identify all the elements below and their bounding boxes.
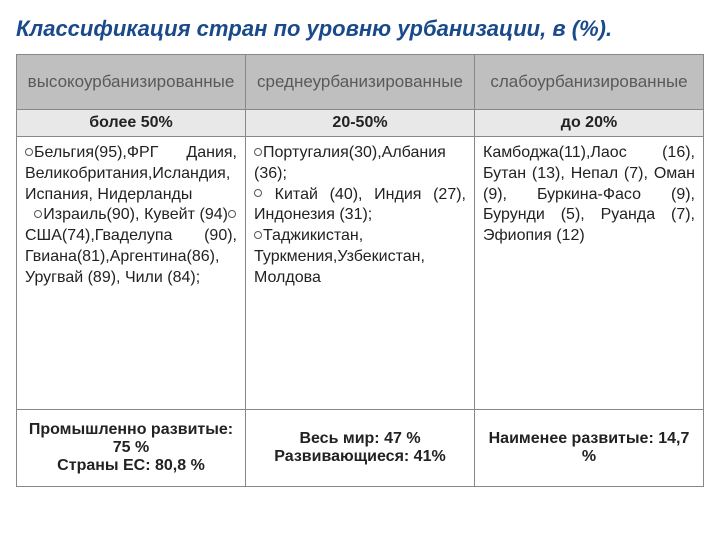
footer-text: Весь мир: 47 % <box>299 430 420 447</box>
footer-high: Промышленно развитые: 75 % Страны ЕС: 80… <box>17 410 246 487</box>
urbanization-table: высокоурбанизированные среднеурбанизиров… <box>16 54 704 487</box>
footer-text: Промышленно развитые: 75 % <box>29 421 233 456</box>
bullet-icon <box>25 148 33 156</box>
footer-text: Наименее развитые: 14,7 % <box>489 430 690 465</box>
bullet-icon <box>228 210 236 218</box>
cell-text: Бельгия(95),ФРГ Дания, Великобритания,Ис… <box>25 144 237 203</box>
page-title: Классификация стран по уровню урбанизаци… <box>16 16 704 42</box>
col-sub-high: более 50% <box>17 110 246 137</box>
cell-text: Португалия(30),Албания (36); <box>254 144 446 182</box>
cell-text: Камбоджа(11),Лаос (16), Бутан (13), Непа… <box>483 144 695 244</box>
col-sub-medium: 20-50% <box>246 110 475 137</box>
cell-text: Таджикистан, Туркмения,Узбекистан, Молдо… <box>254 227 425 286</box>
footer-row: Промышленно развитые: 75 % Страны ЕС: 80… <box>17 410 704 487</box>
cell-text: Израиль(90), Кувейт (94) <box>43 206 228 223</box>
bullet-icon <box>34 210 42 218</box>
body-row: Бельгия(95),ФРГ Дания, Великобритания,Ис… <box>17 137 704 410</box>
header-row: высокоурбанизированные среднеурбанизиров… <box>17 55 704 110</box>
cell-high: Бельгия(95),ФРГ Дания, Великобритания,Ис… <box>17 137 246 410</box>
footer-low: Наименее развитые: 14,7 % <box>475 410 704 487</box>
col-header-medium: среднеурбанизированные <box>246 55 475 110</box>
footer-text: Развивающиеся: 41% <box>274 448 445 465</box>
bullet-icon <box>254 231 262 239</box>
cell-text: Китай (40), Индия (27), Индонезия (31); <box>254 186 466 224</box>
cell-medium: Португалия(30),Албания (36); Китай (40),… <box>246 137 475 410</box>
cell-low: Камбоджа(11),Лаос (16), Бутан (13), Непа… <box>475 137 704 410</box>
cell-text: США(74),Гваделупа (90), Гвиана(81),Арген… <box>25 227 237 286</box>
bullet-icon <box>254 189 262 197</box>
col-header-low: слабоурбанизированные <box>475 55 704 110</box>
footer-text: Страны ЕС: 80,8 % <box>57 457 205 474</box>
col-sub-low: до 20% <box>475 110 704 137</box>
subheader-row: более 50% 20-50% до 20% <box>17 110 704 137</box>
col-header-high: высокоурбанизированные <box>17 55 246 110</box>
bullet-icon <box>254 148 262 156</box>
footer-medium: Весь мир: 47 % Развивающиеся: 41% <box>246 410 475 487</box>
